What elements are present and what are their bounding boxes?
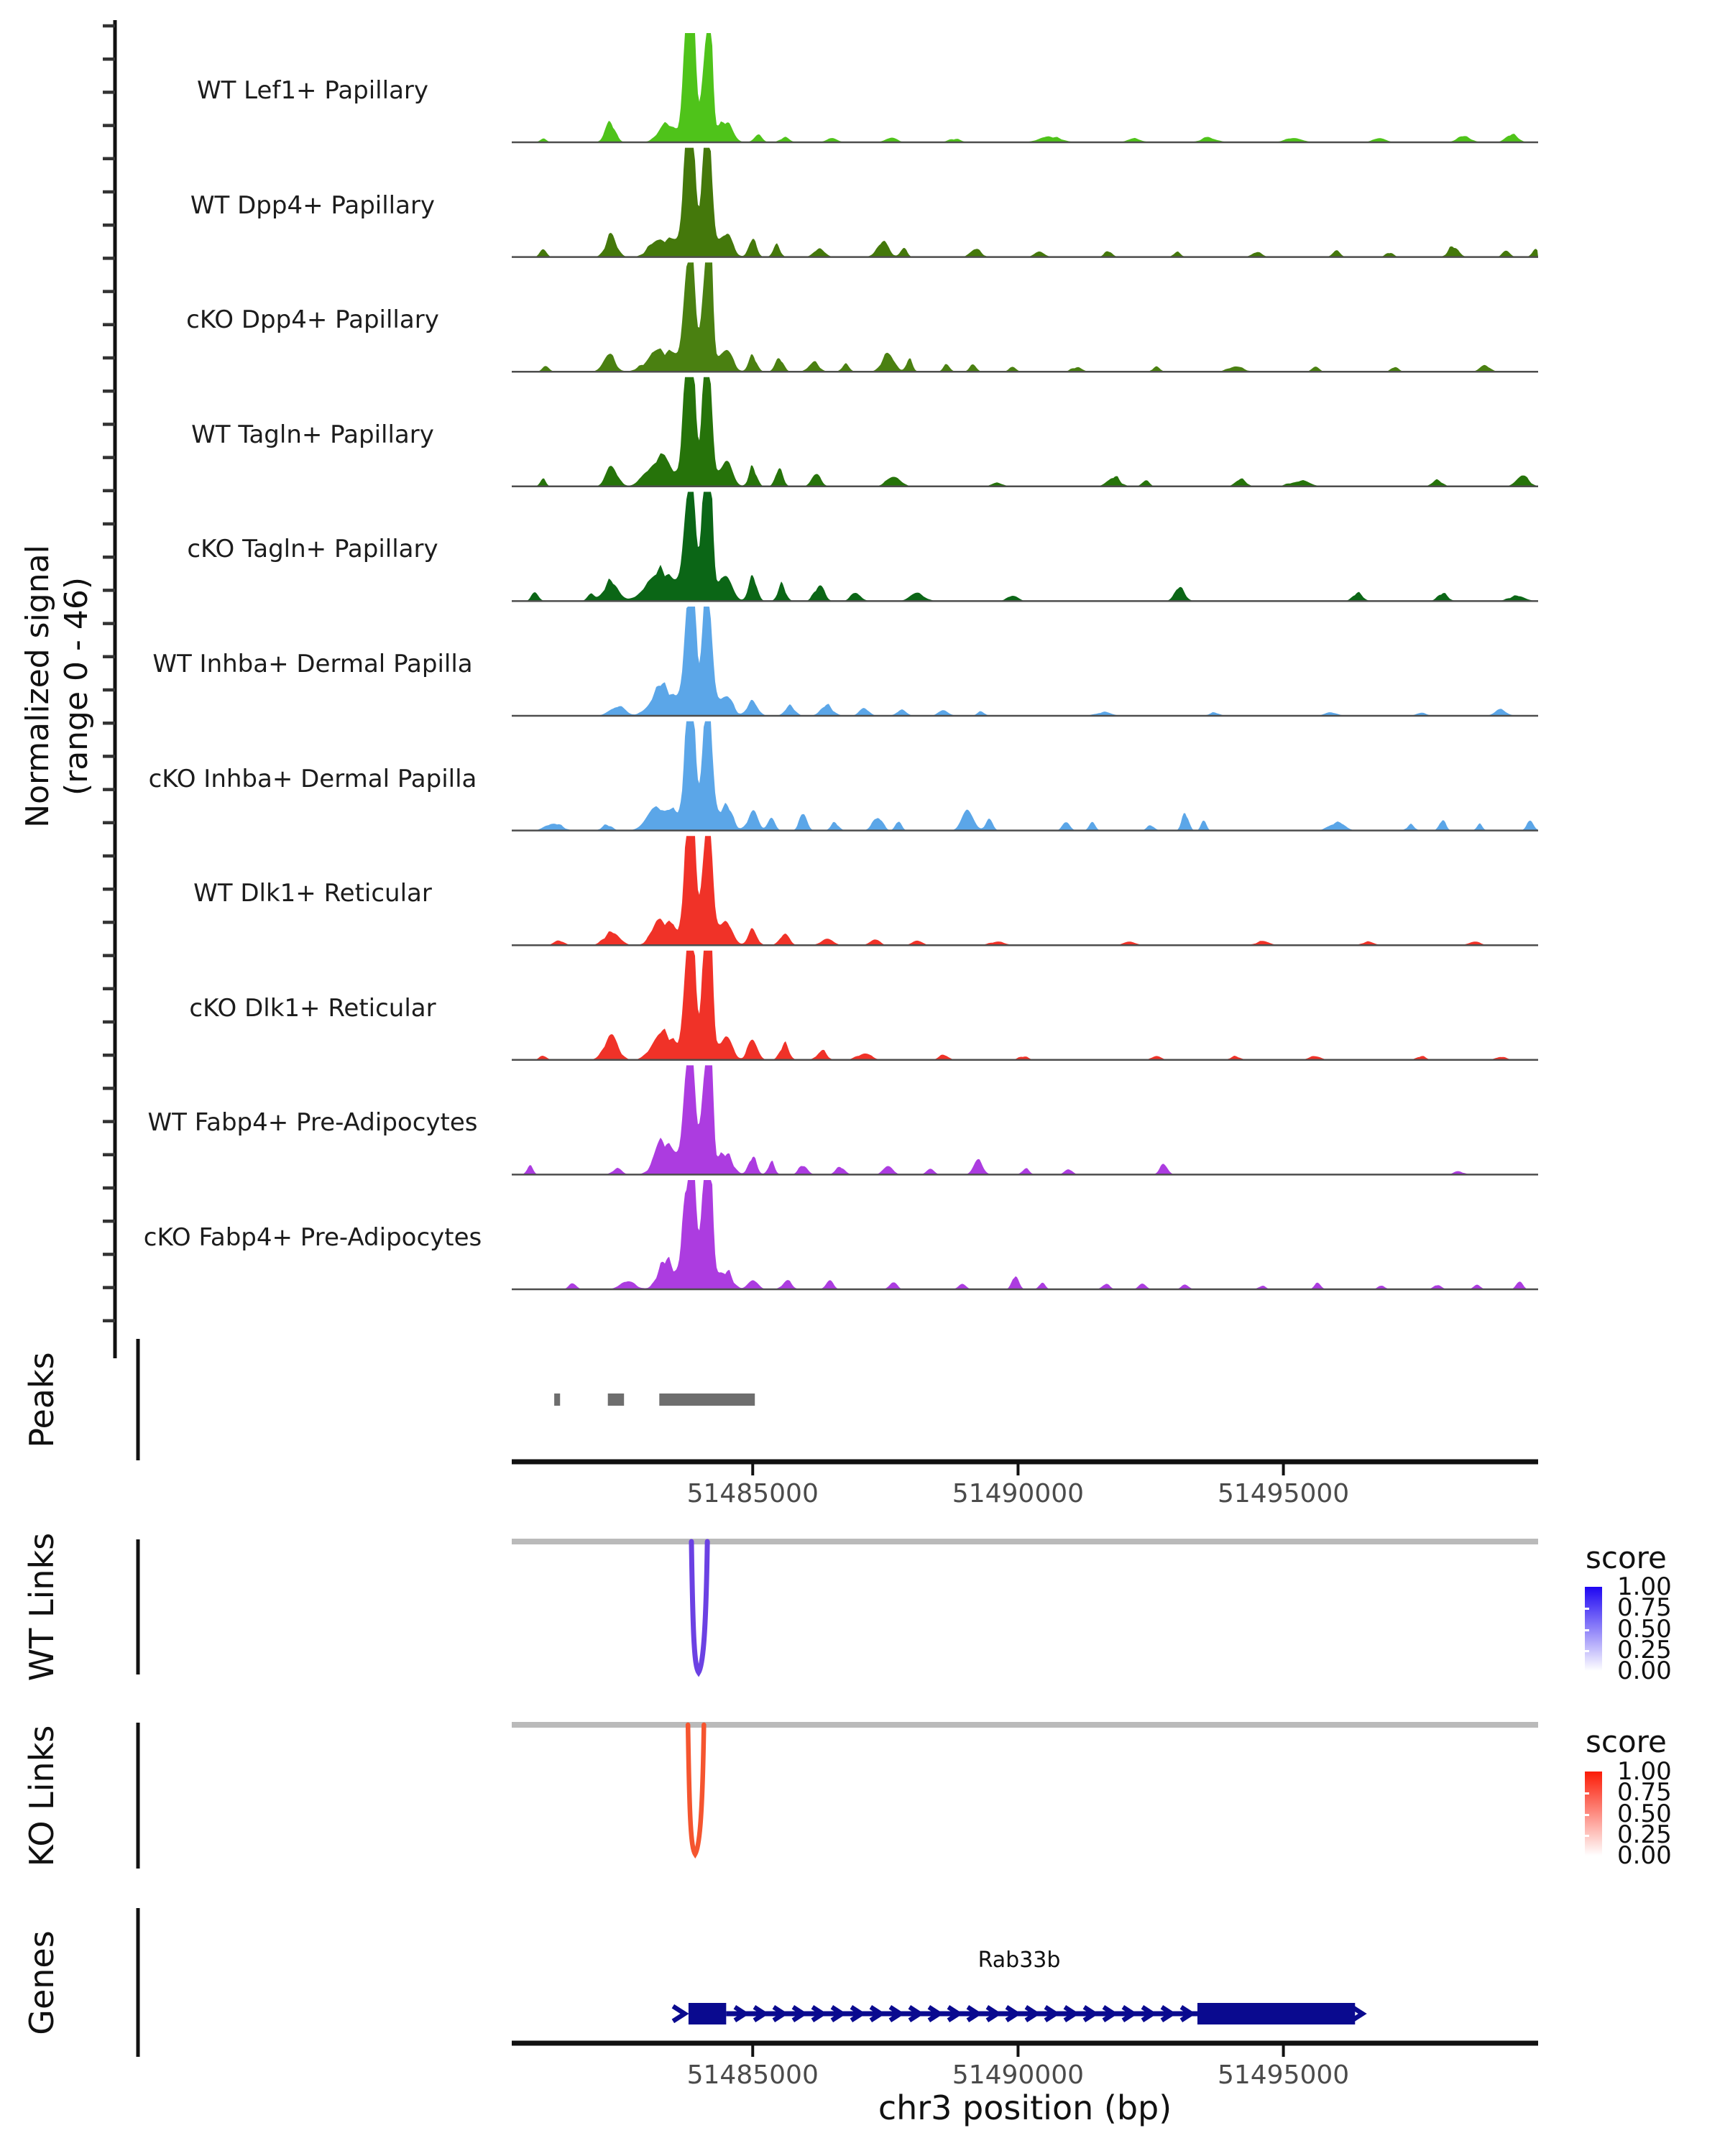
gene-intron-arrow [850,2005,866,2022]
track-label-10: WT Fabp4+ Pre-Adipocytes [147,1108,478,1138]
coverage-area-5 [514,492,1538,602]
gene-intron-arrow [1141,2005,1157,2022]
gene-intron-arrow [1005,2005,1021,2022]
gene-name-label: Rab33b [978,1948,1061,1973]
gene-intron-arrow [1082,2005,1099,2022]
wt-score-bar-notch [1585,1628,1589,1631]
gene-exon-2 [1197,2003,1356,2024]
genes-axis-tick-label: 51495000 [1217,2060,1350,2090]
wt-score-tick-label: 1.00 [1617,1572,1672,1601]
gene-tss-arrow [671,2004,689,2024]
track-label-6: WT Inhba+ Dermal Papilla [152,650,473,678]
ko-score-tick-label: 0.25 [1617,1820,1672,1849]
gene-intron-arrow [753,2005,769,2022]
coverage-area-8 [514,836,1538,946]
track-label-11: cKO Fabp4+ Pre-Adipocytes [143,1223,482,1252]
peaks-axis-tick-label: 51485000 [686,1479,819,1508]
gene-intron-arrow [733,2005,750,2022]
gene-intron-arrow [1160,2005,1177,2022]
gene-intron-arrow [1044,2005,1060,2022]
y-axis-label-line1: Normalized signal [19,545,56,828]
peaks-axis-tick-label: 51495000 [1217,1479,1350,1508]
gene-intron-arrow [985,2005,1002,2022]
coverage-area-10 [514,1065,1538,1175]
gene-intron-arrow [947,2005,963,2022]
gene-intron-arrow [927,2005,944,2022]
gene-intron-arrow [830,2005,847,2022]
coverage-area-7 [514,721,1538,831]
coverage-area-9 [514,950,1538,1060]
x-axis-title: chr3 position (bp) [878,2088,1172,2127]
coverage-area-6 [514,607,1538,716]
gene-intron-arrow [966,2005,983,2022]
coverage-area-3 [514,262,1538,372]
peak-interval-2 [607,1393,625,1406]
gene-intron-arrow [1179,2005,1196,2022]
track-label-8: WT Dlk1+ Reticular [193,879,432,908]
genes-axis-tick-label: 51490000 [952,2060,1085,2090]
gene-intron-arrow [772,2005,788,2022]
ko-score-tick-label: 0.75 [1617,1778,1672,1807]
ko-link-loop [685,1722,707,1859]
wt-score-bar-notch [1585,1649,1589,1652]
gene-intron-arrow [908,2005,924,2022]
ko-link-baseline [512,1722,1538,1728]
gene-intron-arrow [888,2005,905,2022]
ko-score-tick-label: 1.00 [1617,1757,1672,1786]
coverage-area-4 [514,377,1538,487]
wt-score-tick-label: 0.50 [1617,1614,1672,1644]
wt-score-bar-notch [1585,1608,1589,1611]
gene-exon-1 [688,2003,727,2024]
wt-score-tick-label: 0.75 [1617,1593,1672,1623]
peaks-axis-tick-label: 51490000 [952,1479,1085,1508]
wt-score-tick-label: 0.00 [1617,1657,1672,1685]
gene-intron-arrow [1063,2005,1080,2022]
ko-score-bar-notch [1585,1792,1589,1795]
gene-intron-arrow [791,2005,808,2022]
coverage-area-2 [514,147,1538,257]
track-label-5: cKO Tagln+ Papillary [187,535,438,564]
peak-interval-3 [659,1393,755,1406]
genes-axis-tick-label: 51485000 [686,2060,819,2090]
gene-end-arrow [1351,2005,1367,2022]
coverage-area-11 [514,1180,1538,1289]
track-label-4: WT Tagln+ Papillary [191,420,434,449]
section-label-genes: Genes [22,1930,61,2035]
wt-score-tick-label: 0.25 [1617,1635,1672,1664]
track-label-2: WT Dpp4+ Papillary [190,190,436,220]
gene-intron-arrow [1024,2005,1041,2022]
peak-interval-1 [554,1393,561,1406]
ko-score-tick-label: 0.00 [1617,1841,1672,1870]
ko-score-tick-label: 0.50 [1617,1799,1672,1828]
ko-score-legend-title: score [1586,1724,1667,1759]
gene-intron-arrow [1121,2005,1138,2022]
wt-link-baseline [512,1539,1538,1544]
gene-intron-arrow [1102,2005,1118,2022]
wt-score-legend-title: score [1586,1540,1667,1575]
track-label-1: WT Lef1+ Papillary [196,76,429,105]
gene-intron-arrow [811,2005,827,2022]
ko-score-bar-notch [1585,1813,1589,1816]
track-label-7: cKO Inhba+ Dermal Papilla [148,764,477,793]
track-label-9: cKO Dlk1+ Reticular [189,993,436,1023]
ko-score-bar-notch [1585,1834,1589,1837]
wt-link-loop [689,1539,710,1677]
coverage-area-1 [514,33,1538,142]
gene-intron-arrow [869,2005,886,2022]
track-label-3: cKO Dpp4+ Papillary [186,305,439,335]
